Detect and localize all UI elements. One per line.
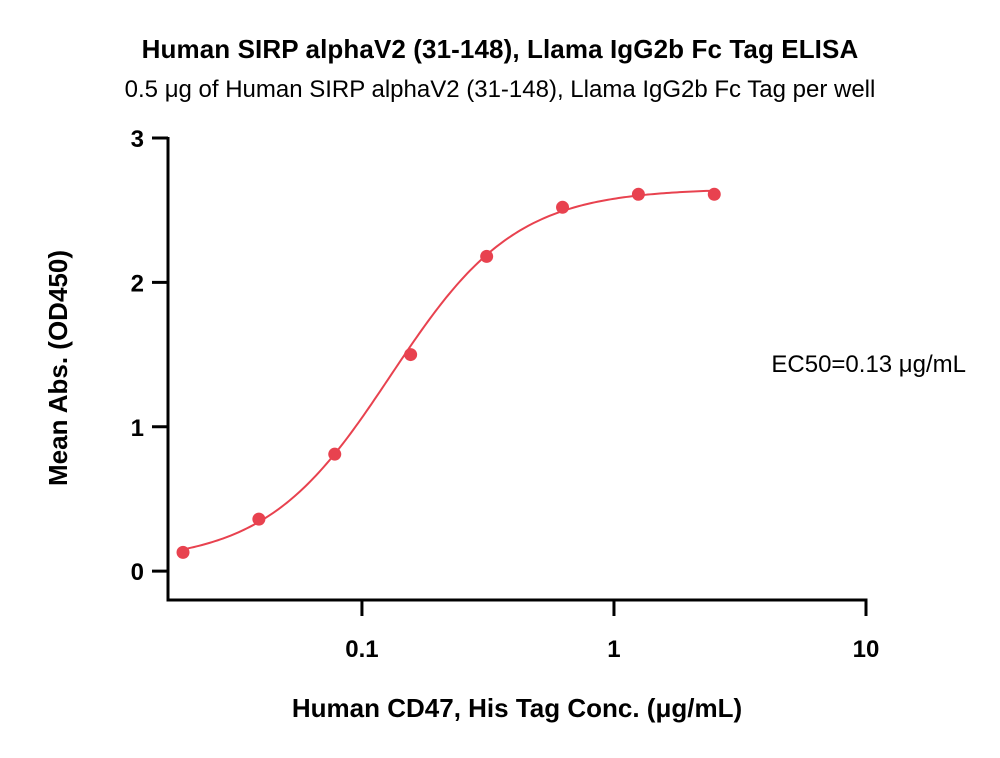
y-tick-label: 0 xyxy=(131,559,144,586)
x-tick-label: 0.1 xyxy=(345,636,378,663)
x-tick-label: 10 xyxy=(853,636,880,663)
data-point xyxy=(176,545,190,559)
data-point xyxy=(404,348,418,362)
fit-curve-layer xyxy=(182,189,715,551)
data-point xyxy=(328,447,342,461)
axes xyxy=(166,137,868,602)
data-point xyxy=(631,187,645,201)
fit-curve xyxy=(182,189,715,551)
y-tick-label: 1 xyxy=(131,415,144,442)
x-tick-label: 1 xyxy=(607,636,620,663)
data-point xyxy=(556,200,570,214)
y-tick-label: 3 xyxy=(131,126,144,153)
ticks: 0 1 2 3 0.1 1 10 xyxy=(131,126,880,663)
data-points-layer xyxy=(176,187,721,559)
chart-title: Human SIRP alphaV2 (31-148), Llama IgG2b… xyxy=(141,34,859,64)
y-axis-label: Mean Abs. (OD450) xyxy=(43,250,73,486)
data-point xyxy=(480,249,494,263)
y-tick-label: 2 xyxy=(131,270,144,297)
chart-subtitle: 0.5 μg of Human SIRP alphaV2 (31-148), L… xyxy=(124,76,876,103)
x-axis-label: Human CD47, His Tag Conc. (μg/mL) xyxy=(292,693,742,723)
data-point xyxy=(252,512,266,526)
data-point xyxy=(707,187,721,201)
ec50-annotation: EC50=0.13 μg/mL xyxy=(771,351,966,378)
